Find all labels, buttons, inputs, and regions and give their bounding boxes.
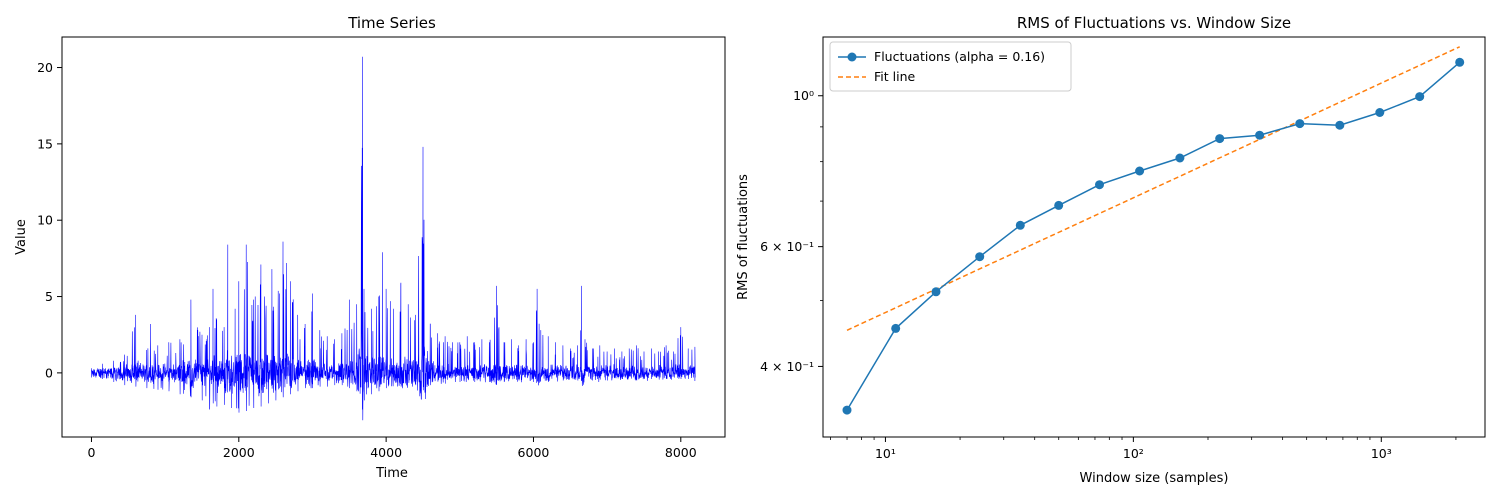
fluctuation-point bbox=[1015, 220, 1025, 230]
x-tick-label: 10¹ bbox=[875, 446, 896, 461]
rms-ylabel: RMS of fluctuations bbox=[736, 174, 751, 300]
legend-box bbox=[829, 41, 1072, 92]
fluctuation-point bbox=[1335, 120, 1345, 130]
y-tick-label: 15 bbox=[37, 136, 53, 151]
x-tick-label: 4000 bbox=[370, 445, 402, 460]
time-series-chart: Time Series Time Value 0 2000 4000 6000 8000… bbox=[14, 14, 726, 481]
y-tick-label: 10 bbox=[37, 213, 53, 228]
legend-marker-fluctuations bbox=[847, 52, 857, 62]
fluctuation-point bbox=[891, 323, 901, 333]
fluctuations-line bbox=[846, 61, 1461, 411]
x-tick-label: 10³ bbox=[1371, 446, 1392, 461]
y-tick-label: 4 × 10⁻¹ bbox=[760, 359, 814, 374]
rms-plot-area: 10¹ 10² 10³ 4 × 10⁻¹ 6 × 10⁻¹ 10⁰ bbox=[760, 36, 1486, 461]
rms-title: RMS of Fluctuations vs. Window Size bbox=[1017, 14, 1291, 32]
time-series-line bbox=[91, 56, 696, 421]
x-tick-label: 0 bbox=[87, 445, 95, 460]
time-series-ylabel: Value bbox=[14, 219, 29, 255]
time-series-title: Time Series bbox=[347, 14, 436, 32]
time-series-frame bbox=[61, 36, 726, 438]
x-tick-label: 2000 bbox=[223, 445, 255, 460]
fluctuation-point bbox=[975, 252, 985, 262]
fluctuation-point bbox=[1415, 92, 1425, 102]
legend-label-fit-line: Fit line bbox=[874, 69, 915, 84]
rms-xlabel: Window size (samples) bbox=[1080, 471, 1229, 486]
y-tick-label: 5 bbox=[45, 289, 53, 304]
fluctuation-point bbox=[1215, 134, 1225, 144]
legend: Fluctuations (alpha = 0.16) Fit line bbox=[829, 41, 1072, 92]
fluctuation-point bbox=[931, 287, 941, 297]
fluctuation-point bbox=[1455, 57, 1465, 67]
time-series-plot-area: 0 2000 4000 6000 8000 0 5 10 15 20 bbox=[37, 36, 726, 460]
rms-chart: RMS of Fluctuations vs. Window Size Wind… bbox=[736, 14, 1486, 486]
fluctuation-point bbox=[1375, 108, 1385, 117]
legend-label-fluctuations: Fluctuations (alpha = 0.16) bbox=[874, 49, 1045, 64]
rms-frame bbox=[822, 36, 1486, 438]
fluctuation-point bbox=[1135, 166, 1145, 176]
fluctuation-point bbox=[1255, 130, 1265, 140]
x-tick-label: 6000 bbox=[518, 445, 550, 460]
y-tick-label: 0 bbox=[45, 365, 53, 380]
fit-line bbox=[846, 46, 1461, 331]
fluctuation-point bbox=[1095, 180, 1104, 190]
x-tick-label: 10² bbox=[1123, 446, 1144, 461]
x-tick-label: 8000 bbox=[665, 445, 697, 460]
fluctuation-point bbox=[842, 405, 852, 415]
fluctuation-point bbox=[1175, 153, 1185, 163]
time-series-xlabel: Time bbox=[375, 466, 408, 481]
y-tick-label: 10⁰ bbox=[793, 88, 814, 103]
y-tick-label: 20 bbox=[37, 60, 53, 75]
fluctuation-point bbox=[1054, 200, 1064, 210]
y-tick-label: 6 × 10⁻¹ bbox=[760, 239, 814, 254]
fluctuation-point bbox=[1295, 119, 1305, 129]
